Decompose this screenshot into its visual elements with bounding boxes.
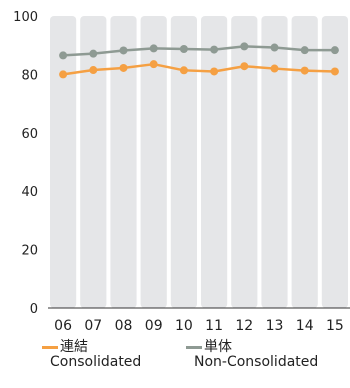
column-band-12 xyxy=(231,16,258,308)
data-point xyxy=(179,44,188,53)
data-point xyxy=(270,43,279,52)
data-point xyxy=(119,46,128,55)
legend-label-ja-nonconsolidated: 単体 xyxy=(204,339,232,355)
y-tick-label: 20 xyxy=(21,244,38,259)
x-tick-label: 13 xyxy=(266,318,284,334)
column-band-09 xyxy=(140,16,167,308)
legend-item-nonconsolidated: 単体 Non-Consolidated xyxy=(186,340,318,370)
y-tick-label: 60 xyxy=(21,127,38,142)
legend-swatch-nonconsolidated xyxy=(186,346,202,349)
data-point xyxy=(240,42,249,51)
data-point xyxy=(119,63,128,72)
column-band-11 xyxy=(201,16,228,308)
data-point xyxy=(179,66,188,75)
column-bands xyxy=(50,16,348,308)
x-tick-label: 06 xyxy=(54,318,72,334)
x-tick-label: 10 xyxy=(175,318,193,334)
y-tick-label: 40 xyxy=(21,185,38,200)
column-band-06 xyxy=(50,16,77,308)
x-tick-label: 07 xyxy=(84,318,102,334)
data-point xyxy=(330,46,339,55)
data-point xyxy=(330,67,339,76)
legend-label-en-consolidated: Consolidated xyxy=(50,354,142,370)
chart-svg: 0 20 40 60 80 100 06 07 08 09 10 11 12 13 14 15 xyxy=(13,10,350,334)
legend-label-ja-consolidated: 連結 xyxy=(60,339,88,355)
column-band-15 xyxy=(321,16,348,308)
data-point xyxy=(59,51,68,60)
legend-swatch-consolidated xyxy=(42,346,58,349)
column-band-14 xyxy=(291,16,318,308)
data-point xyxy=(89,66,98,75)
series-line-1 xyxy=(63,45,335,57)
series-points xyxy=(59,42,339,79)
x-tick-label: 11 xyxy=(205,318,223,334)
legend-item-consolidated: 連結 Consolidated xyxy=(42,340,141,370)
data-point xyxy=(89,49,98,58)
x-tick-label: 08 xyxy=(115,318,133,334)
column-band-08 xyxy=(110,16,137,308)
legend-label-en-nonconsolidated: Non-Consolidated xyxy=(194,354,319,370)
y-axis: 0 20 40 60 80 100 xyxy=(13,10,38,317)
data-point xyxy=(270,64,279,73)
data-point xyxy=(300,46,309,55)
x-tick-label: 15 xyxy=(326,318,344,334)
series-lines xyxy=(62,45,335,76)
x-axis: 06 07 08 09 10 11 12 13 14 15 xyxy=(54,318,344,334)
data-point xyxy=(59,70,68,79)
column-band-13 xyxy=(261,16,288,308)
x-tick-label: 12 xyxy=(235,318,253,334)
data-point xyxy=(240,62,249,71)
series-line-0 xyxy=(62,62,335,76)
data-point xyxy=(149,44,158,53)
data-point xyxy=(149,60,158,69)
data-point xyxy=(210,67,219,76)
y-tick-label: 100 xyxy=(13,10,38,25)
data-point xyxy=(210,45,219,54)
data-point xyxy=(300,66,309,75)
x-tick-label: 14 xyxy=(296,318,314,334)
column-band-10 xyxy=(170,16,197,308)
column-band-07 xyxy=(80,16,107,308)
x-tick-label: 09 xyxy=(145,318,163,334)
y-tick-label: 80 xyxy=(21,68,38,83)
y-tick-label: 0 xyxy=(30,302,38,317)
